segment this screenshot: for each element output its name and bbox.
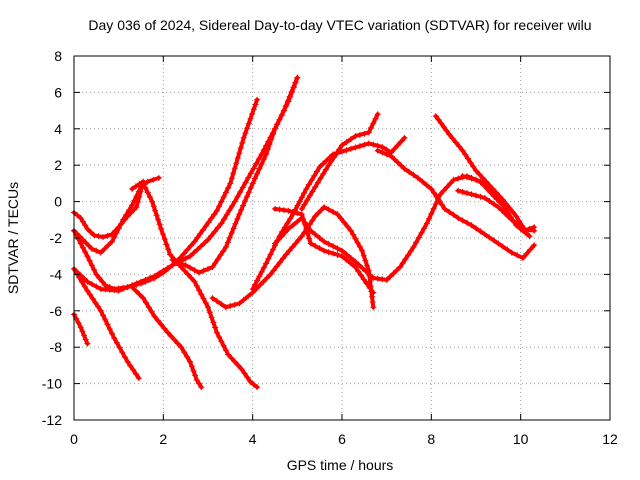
- x-tick-label: 12: [602, 431, 618, 447]
- x-axis-label: GPS time / hours: [287, 457, 394, 473]
- y-tick-label: 8: [54, 48, 62, 64]
- series-markers: [298, 111, 381, 212]
- y-tick-label: -4: [50, 266, 63, 282]
- y-axis-label: SDTVAR / TECUs: [5, 182, 21, 294]
- x-tick-label: 2: [159, 431, 167, 447]
- series-arc-13: [272, 205, 377, 296]
- y-tick-label: 4: [54, 121, 62, 137]
- x-tick-label: 0: [70, 431, 78, 447]
- x-tick-label: 4: [249, 431, 257, 447]
- series-arc-14: [298, 111, 381, 212]
- y-tick-label: -10: [42, 376, 62, 392]
- series-arc-07: [129, 284, 205, 391]
- y-tick-label: 0: [54, 194, 62, 210]
- series-markers: [272, 205, 377, 296]
- series-layer: [71, 74, 538, 391]
- grid-layer: [74, 56, 610, 420]
- y-tick-label: 6: [54, 84, 62, 100]
- series-arc-15: [374, 147, 538, 261]
- y-tick-label: -6: [50, 303, 63, 319]
- x-tick-label: 8: [427, 431, 435, 447]
- series-markers: [129, 284, 205, 391]
- series-arc-18: [459, 173, 533, 240]
- chart-title: Day 036 of 2024, Sidereal Day-to-day VTE…: [88, 17, 591, 33]
- tick-layer: 0 2 4 6 8 10 12 -12 -10 -8 -6 -4 -2 0 2 4 6 8: [42, 48, 618, 447]
- series-markers: [169, 74, 301, 276]
- series-markers: [209, 204, 377, 311]
- y-tick-label: -2: [50, 230, 63, 246]
- x-tick-label: 10: [513, 431, 529, 447]
- y-tick-label: 2: [54, 157, 62, 173]
- series-markers: [459, 173, 533, 240]
- series-arc-09: [169, 74, 301, 276]
- y-tick-label: -8: [50, 339, 63, 355]
- series-line: [460, 174, 532, 239]
- y-tick-label: -12: [42, 412, 62, 428]
- x-tick-label: 6: [338, 431, 346, 447]
- series-markers: [374, 147, 538, 261]
